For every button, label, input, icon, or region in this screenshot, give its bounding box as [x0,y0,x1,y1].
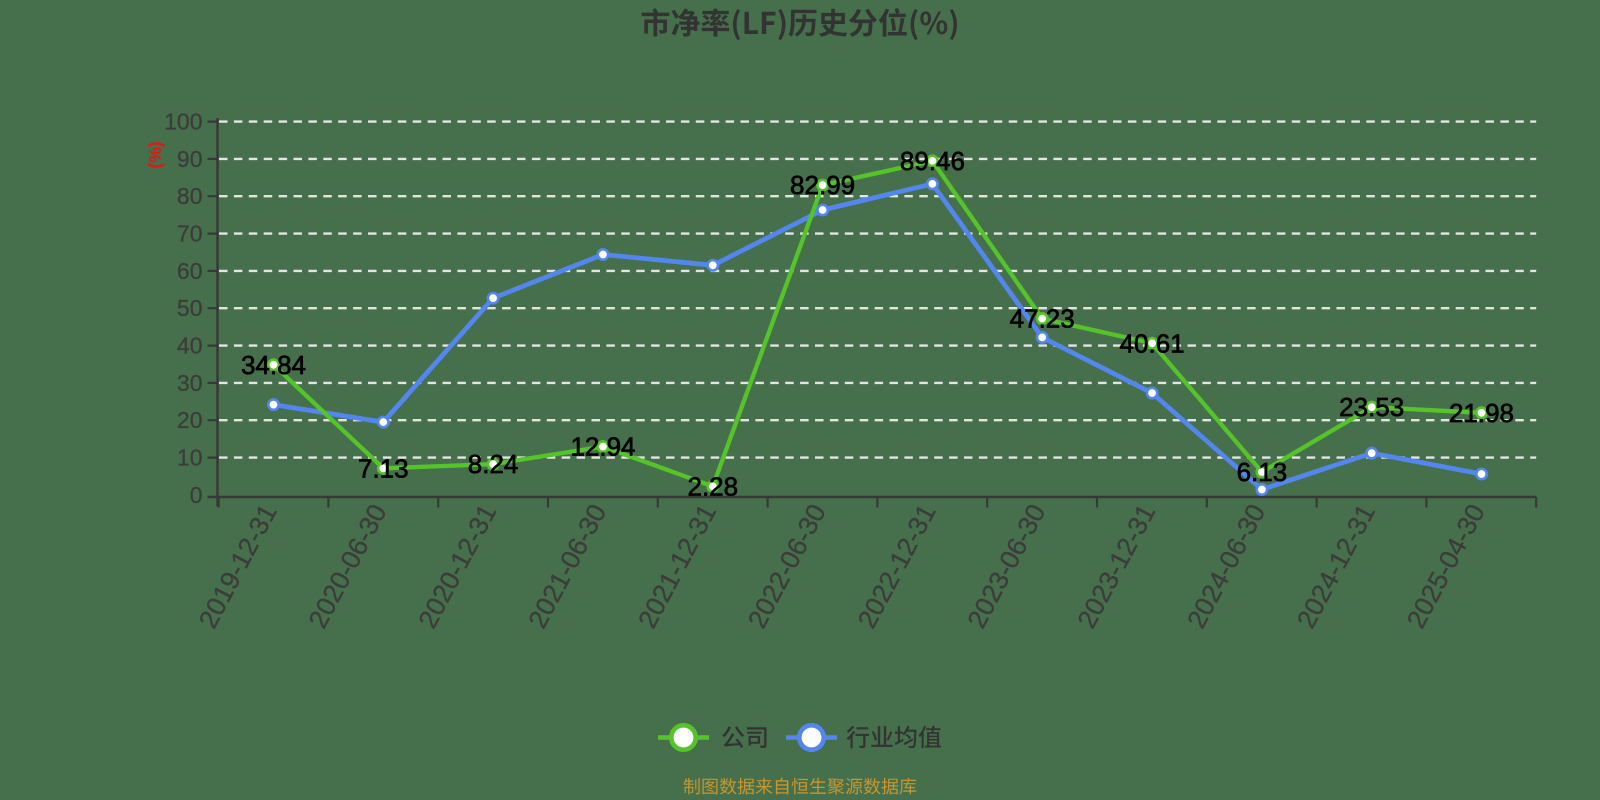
svg-text:20: 20 [177,407,203,433]
svg-text:34.84: 34.84 [241,350,306,380]
svg-text:23.53: 23.53 [1339,392,1404,422]
svg-text:2.28: 2.28 [687,471,738,501]
svg-text:6.13: 6.13 [1237,457,1288,487]
svg-text:40: 40 [177,333,203,359]
svg-text:60: 60 [177,258,203,284]
svg-text:70: 70 [177,221,203,247]
svg-text:47.23: 47.23 [1010,304,1075,334]
svg-text:0: 0 [190,482,203,508]
svg-text:21.98: 21.98 [1449,398,1514,428]
svg-text:7.13: 7.13 [358,453,409,483]
svg-text:90: 90 [177,146,203,172]
svg-text:80: 80 [177,183,203,209]
svg-text:(%): (%) [145,141,165,168]
svg-text:50: 50 [177,295,203,321]
svg-text:89.46: 89.46 [900,146,965,176]
svg-text:82.99: 82.99 [790,170,855,200]
svg-text:8.24: 8.24 [468,449,519,479]
svg-text:40.61: 40.61 [1120,328,1185,358]
svg-text:12.94: 12.94 [570,432,635,462]
svg-text:100: 100 [164,109,202,135]
svg-text:30: 30 [177,370,203,396]
svg-text:10: 10 [177,445,203,471]
